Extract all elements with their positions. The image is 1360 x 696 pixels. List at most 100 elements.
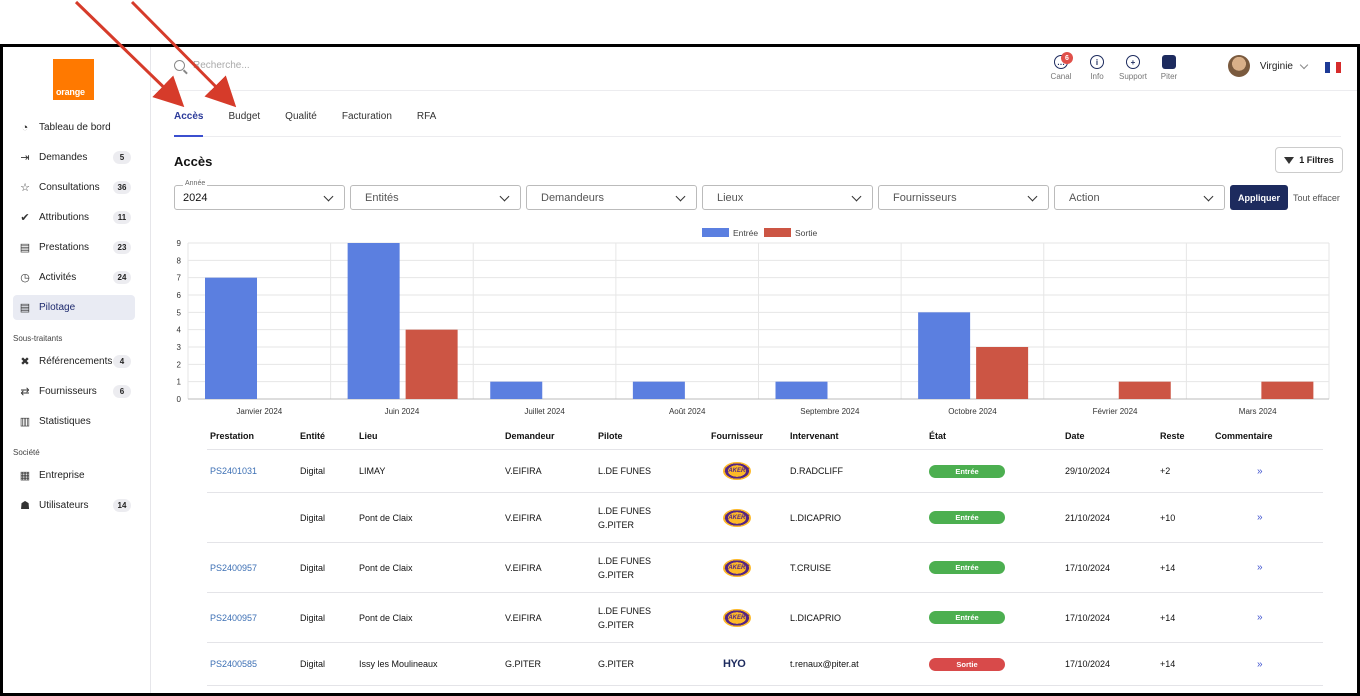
entite-cell: Digital	[300, 466, 326, 476]
table-body: PS2401031 Digital LIMAY V.EIFIRA L.DE FUNES L…	[207, 450, 1323, 686]
topbar-piter-button[interactable]: Piter	[1151, 55, 1187, 81]
sidebar-item[interactable]: ◷ Activités 24	[13, 265, 135, 290]
column-header[interactable]: Intervenant	[790, 430, 839, 441]
count-badge: 14	[113, 499, 131, 512]
chevron-down-icon	[1299, 60, 1309, 69]
tab-3[interactable]: Facturation	[341, 111, 392, 122]
comment-expand-icon[interactable]: »	[1257, 658, 1263, 670]
apply-button[interactable]: Appliquer	[1230, 185, 1288, 210]
action-label: Action	[1069, 191, 1100, 204]
column-header[interactable]: Demandeur	[505, 430, 555, 441]
sidebar-item-label: Fournisseurs	[39, 386, 97, 397]
lieu-cell: Pont de Claix	[359, 512, 413, 523]
reste-cell: +10	[1160, 512, 1176, 523]
sidebar-item[interactable]: ▦ Entreprise	[13, 463, 135, 488]
sidebar-item[interactable]: ✖ Référencements 4	[13, 349, 135, 374]
clear-all-button[interactable]: Tout effacer	[1293, 193, 1340, 203]
year-select[interactable]: Année 2024	[174, 180, 345, 210]
lieux-select[interactable]: Lieux	[702, 185, 873, 210]
pilote-cell: G.PITER	[598, 657, 711, 671]
access-bar-chart: Entrée Sortie 0 1 2 3 4 5 6 7 8 9 Janvier 2024 Juin 2…	[177, 228, 1330, 416]
lieu-cell: LIMAY	[359, 466, 386, 476]
prestation-link[interactable]: PS2400957	[210, 612, 258, 623]
sidebar-item[interactable]: ☗ Utilisateurs 14	[13, 493, 135, 518]
comment-expand-icon[interactable]: »	[1257, 612, 1263, 623]
topbar-support-button[interactable]: + Support	[1115, 55, 1151, 81]
demandeurs-select[interactable]: Demandeurs	[526, 185, 697, 210]
table-row[interactable]: Digital Pont de Claix V.EIFIRA L.DE FUNES G.…	[207, 493, 1323, 543]
filter-row: Année 2024 Entités Demandeurs Lieux Four…	[174, 180, 1343, 211]
french-flag-icon[interactable]	[1325, 62, 1341, 73]
table-row[interactable]: PS2400585 Digital Issy les Moulineaux G.PIT…	[207, 643, 1323, 686]
sidebar-item-label: Demandes	[39, 152, 88, 163]
user-menu[interactable]: Virginie	[1227, 55, 1309, 77]
y-tick-label: 0	[177, 395, 182, 404]
comment-expand-icon[interactable]: »	[1257, 512, 1263, 523]
x-tick-label: Juin 2024	[385, 407, 420, 416]
column-header[interactable]: Fournisseur	[711, 430, 764, 441]
tab-4[interactable]: RFA	[416, 111, 437, 122]
status-badge: Entrée	[929, 611, 1005, 624]
document-gear-icon: ▤	[19, 242, 31, 254]
table-header: Prestation Entité Lieu Demandeur Pilote Fourn…	[207, 422, 1323, 450]
tab-1[interactable]: Budget	[228, 111, 261, 122]
filters-button[interactable]: 1 Filtres	[1275, 147, 1343, 173]
bar-sortie	[1118, 381, 1171, 399]
topbar-info-button[interactable]: i Info	[1079, 55, 1115, 81]
tab-0[interactable]: Accès	[174, 107, 204, 137]
demandeur-cell: V.EIFIRA	[505, 512, 542, 523]
sidebar-item[interactable]: ▤ Prestations 23	[13, 235, 135, 260]
y-tick-label: 1	[177, 378, 182, 387]
lakers-logo: LAKERS	[723, 608, 751, 627]
column-header[interactable]: Prestation	[210, 430, 255, 441]
sidebar-item[interactable]: ☆ Consultations 36	[13, 175, 135, 200]
sidebar-item[interactable]: ✔ Attributions 11	[13, 205, 135, 230]
sidebar-item-label: Statistiques	[39, 416, 91, 427]
legend-swatch	[702, 228, 729, 237]
bar-entrée	[490, 381, 543, 399]
action-select[interactable]: Action	[1054, 185, 1225, 210]
entites-select[interactable]: Entités	[350, 185, 521, 210]
table-row[interactable]: PS2400957 Digital Pont de Claix V.EIFIRA L.D…	[207, 593, 1323, 643]
orange-logo[interactable]: orange	[53, 59, 94, 100]
date-cell: 17/10/2024	[1065, 562, 1111, 573]
bar-sortie	[976, 347, 1029, 399]
bar-entrée	[632, 381, 685, 399]
tab-2[interactable]: Qualité	[285, 111, 317, 122]
column-header[interactable]: Pilote	[598, 430, 623, 441]
x-tick-label: Août 2024	[669, 407, 706, 416]
column-header[interactable]: Commentaire	[1215, 430, 1273, 441]
sidebar-item[interactable]: ▤ Pilotage	[13, 295, 135, 320]
sidebar-item[interactable]: ⇥ Demandes 5	[13, 145, 135, 170]
prestation-link[interactable]: PS2400585	[210, 659, 258, 669]
search-box[interactable]: Recherche...	[174, 60, 250, 71]
demandeur-cell: V.EIFIRA	[505, 612, 542, 623]
column-header[interactable]: Entité	[300, 430, 326, 441]
column-header[interactable]: Date	[1065, 430, 1085, 441]
comment-expand-icon[interactable]: »	[1257, 465, 1263, 477]
reste-cell: +2	[1160, 466, 1171, 476]
table-row[interactable]: PS2401031 Digital LIMAY V.EIFIRA L.DE FUNES L…	[207, 450, 1323, 493]
table-row[interactable]: PS2400957 Digital Pont de Claix V.EIFIRA L.D…	[207, 543, 1323, 593]
sidebar: orange ◔ Tableau de bord ⇥ Demandes 5 ☆ Consul…	[3, 47, 151, 693]
prestation-link[interactable]: PS2400957	[210, 562, 258, 573]
column-header[interactable]: Reste	[1160, 430, 1185, 441]
search-input[interactable]: Recherche...	[193, 60, 250, 71]
sidebar-item[interactable]: ▥ Statistiques	[13, 409, 135, 434]
check-double-icon: ✔	[20, 212, 30, 224]
demandeurs-label: Demandeurs	[541, 191, 604, 204]
column-header[interactable]: Lieu	[359, 430, 378, 441]
sidebar-item[interactable]: ⇄ Fournisseurs 6	[13, 379, 135, 404]
fournisseurs-select[interactable]: Fournisseurs	[878, 185, 1049, 210]
prestation-link[interactable]: PS2401031	[210, 466, 258, 476]
topbar-canal-button[interactable]: … Canal 6	[1043, 52, 1079, 81]
info-icon: i	[1090, 55, 1104, 69]
sidebar-item[interactable]: ◔ Tableau de bord	[13, 115, 135, 140]
chevron-down-icon	[851, 191, 862, 202]
fournisseur-cell: LAKERS	[711, 508, 790, 527]
etat-cell: Sortie	[929, 657, 1065, 671]
lieu-cell: Pont de Claix	[359, 562, 413, 573]
entite-cell: Digital	[300, 512, 326, 523]
comment-expand-icon[interactable]: »	[1257, 562, 1263, 573]
column-header[interactable]: État	[929, 430, 947, 441]
